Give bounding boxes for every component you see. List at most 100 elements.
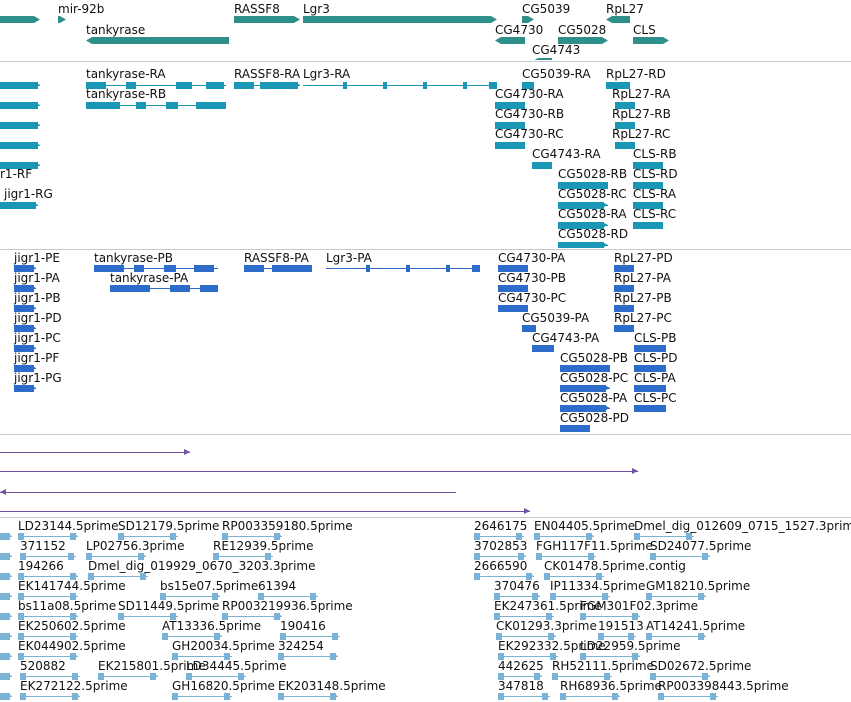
transcript-feature[interactable] <box>532 345 554 352</box>
gene-feature[interactable] <box>522 16 534 23</box>
transcript-feature[interactable] <box>118 533 178 540</box>
transcript-feature[interactable] <box>86 553 146 560</box>
transcript-feature[interactable] <box>278 693 338 700</box>
transcript-feature[interactable] <box>234 82 300 89</box>
transcript-feature[interactable] <box>474 533 524 540</box>
transcript-feature[interactable] <box>495 122 525 129</box>
transcript-feature[interactable] <box>474 573 534 580</box>
transcript-feature[interactable] <box>86 82 226 89</box>
transcript-feature[interactable] <box>522 82 534 89</box>
transcript-feature[interactable] <box>14 305 36 312</box>
transcript-feature[interactable] <box>14 265 36 272</box>
transcript-feature[interactable] <box>633 222 663 229</box>
transcript-feature[interactable] <box>0 533 12 540</box>
transcript-feature[interactable] <box>634 365 666 372</box>
transcript-feature[interactable] <box>18 633 78 640</box>
transcript-feature[interactable] <box>186 673 246 680</box>
transcript-feature[interactable] <box>222 613 282 620</box>
transcript-feature[interactable] <box>560 425 590 432</box>
transcript-feature[interactable] <box>598 633 636 640</box>
transcript-feature[interactable] <box>496 633 556 640</box>
transcript-feature[interactable] <box>244 265 312 272</box>
transcript-feature[interactable] <box>258 593 318 600</box>
transcript-feature[interactable] <box>498 265 528 272</box>
transcript-feature[interactable] <box>544 573 604 580</box>
transcript-feature[interactable] <box>494 593 540 600</box>
transcript-feature[interactable] <box>0 489 456 496</box>
transcript-feature[interactable] <box>614 285 634 292</box>
transcript-feature[interactable] <box>0 613 12 620</box>
transcript-feature[interactable] <box>633 202 663 209</box>
transcript-feature[interactable] <box>0 449 190 456</box>
transcript-feature[interactable] <box>0 653 12 660</box>
transcript-feature[interactable] <box>18 573 78 580</box>
transcript-feature[interactable] <box>498 305 528 312</box>
transcript-feature[interactable] <box>494 613 554 620</box>
transcript-feature[interactable] <box>634 533 694 540</box>
gene-feature[interactable] <box>303 16 497 23</box>
transcript-feature[interactable] <box>0 202 38 209</box>
gene-feature[interactable] <box>558 37 608 44</box>
transcript-feature[interactable] <box>0 633 12 640</box>
gene-feature[interactable] <box>58 16 66 23</box>
transcript-feature[interactable] <box>614 305 634 312</box>
gene-feature[interactable] <box>495 37 525 44</box>
transcript-feature[interactable] <box>14 385 36 392</box>
transcript-feature[interactable] <box>558 182 608 189</box>
transcript-feature[interactable] <box>615 142 635 149</box>
transcript-feature[interactable] <box>18 613 78 620</box>
transcript-feature[interactable] <box>18 533 78 540</box>
transcript-feature[interactable] <box>98 673 158 680</box>
transcript-feature[interactable] <box>280 633 340 640</box>
transcript-feature[interactable] <box>580 653 640 660</box>
transcript-feature[interactable] <box>498 693 550 700</box>
transcript-feature[interactable] <box>498 285 528 292</box>
transcript-feature[interactable] <box>0 573 12 580</box>
transcript-feature[interactable] <box>326 265 480 272</box>
transcript-feature[interactable] <box>634 385 666 392</box>
transcript-feature[interactable] <box>650 673 710 680</box>
transcript-feature[interactable] <box>558 202 608 209</box>
gene-feature[interactable] <box>532 58 552 60</box>
gene-feature[interactable] <box>633 37 669 44</box>
transcript-feature[interactable] <box>615 122 635 129</box>
transcript-feature[interactable] <box>118 613 178 620</box>
transcript-feature[interactable] <box>110 285 218 292</box>
transcript-feature[interactable] <box>0 82 40 89</box>
transcript-feature[interactable] <box>162 633 222 640</box>
transcript-feature[interactable] <box>633 162 663 169</box>
transcript-feature[interactable] <box>560 693 620 700</box>
transcript-feature[interactable] <box>160 593 220 600</box>
transcript-feature[interactable] <box>14 325 36 332</box>
transcript-feature[interactable] <box>172 693 232 700</box>
transcript-feature[interactable] <box>534 533 594 540</box>
transcript-feature[interactable] <box>94 265 218 272</box>
transcript-feature[interactable] <box>558 242 608 248</box>
transcript-feature[interactable] <box>532 162 552 169</box>
transcript-feature[interactable] <box>646 633 706 640</box>
transcript-feature[interactable] <box>560 385 610 392</box>
transcript-feature[interactable] <box>20 673 80 680</box>
transcript-feature[interactable] <box>614 325 634 332</box>
transcript-feature[interactable] <box>658 693 718 700</box>
gene-feature[interactable] <box>606 16 630 23</box>
transcript-feature[interactable] <box>20 553 76 560</box>
transcript-feature[interactable] <box>634 405 666 412</box>
transcript-feature[interactable] <box>172 653 232 660</box>
transcript-feature[interactable] <box>14 365 36 372</box>
transcript-feature[interactable] <box>650 553 710 560</box>
gene-feature[interactable] <box>86 37 229 44</box>
gene-feature[interactable] <box>234 16 300 23</box>
transcript-feature[interactable] <box>0 468 638 475</box>
transcript-feature[interactable] <box>522 325 536 332</box>
transcript-feature[interactable] <box>614 265 634 272</box>
transcript-feature[interactable] <box>580 613 640 620</box>
transcript-feature[interactable] <box>558 222 608 229</box>
transcript-feature[interactable] <box>633 182 663 189</box>
transcript-feature[interactable] <box>498 673 542 680</box>
transcript-feature[interactable] <box>88 573 148 580</box>
transcript-feature[interactable] <box>634 345 666 352</box>
transcript-feature[interactable] <box>474 553 526 560</box>
transcript-feature[interactable] <box>615 102 635 109</box>
transcript-feature[interactable] <box>498 653 558 660</box>
